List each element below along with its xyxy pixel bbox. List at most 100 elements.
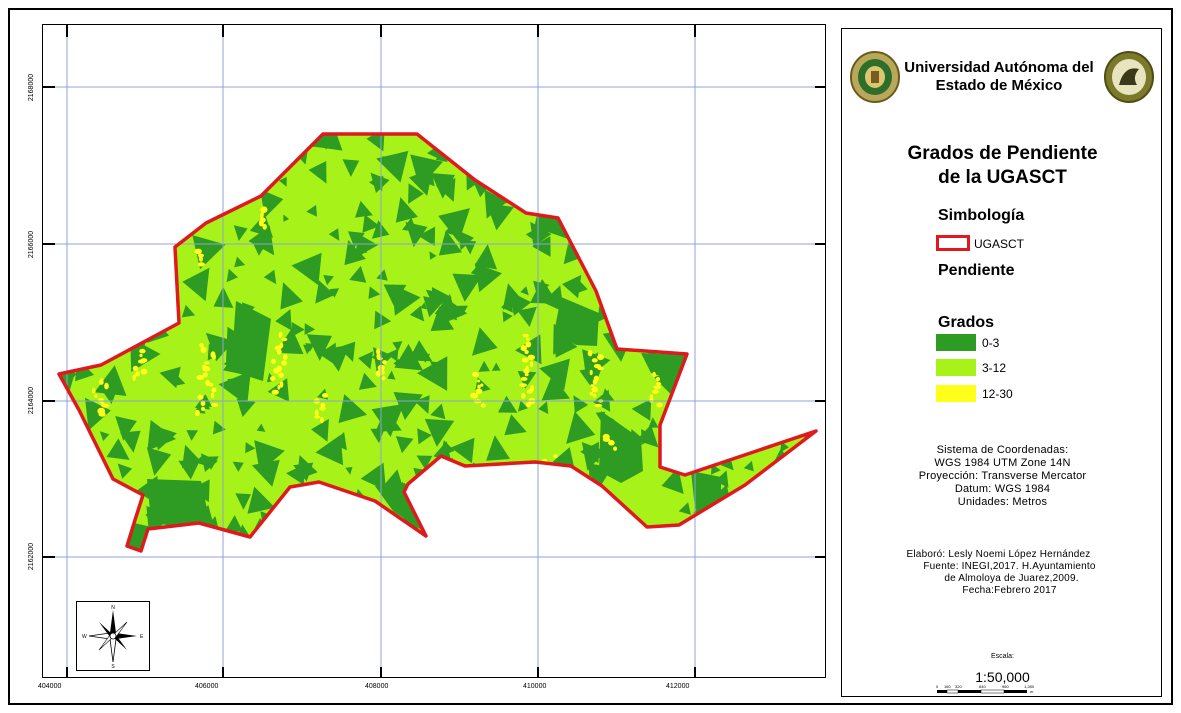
slope-patch-0-3 (527, 155, 545, 172)
slope-patch-12-30 (322, 393, 329, 398)
slope-patch-0-3 (573, 395, 589, 413)
slope-patch-0-3 (59, 243, 76, 271)
title-line-1: Grados de Pendiente (907, 143, 1098, 164)
slope-patch-0-3 (729, 315, 747, 331)
slope-patch-0-3 (142, 257, 162, 276)
slope-patch-0-3 (205, 332, 234, 362)
slope-patch-0-3 (159, 366, 181, 389)
frame-ticks (43, 25, 825, 677)
slope-patch-0-3 (61, 136, 77, 156)
slope-patch-0-3 (248, 225, 275, 256)
slope-patch-0-3 (667, 299, 675, 308)
slope-patch-0-3 (631, 399, 652, 421)
slope-12-30-patches (91, 206, 663, 464)
slope-patch-0-3 (650, 233, 659, 244)
slope-patch-0-3 (730, 406, 744, 422)
slope-patch-12-30 (652, 389, 659, 394)
slope-patch-0-3 (798, 134, 816, 161)
slope-patch-12-30 (202, 372, 208, 378)
slope-patch-0-3 (754, 484, 778, 509)
slope-patch-0-3 (63, 489, 84, 510)
slope-patch-0-3 (431, 287, 452, 310)
slope-patch-0-3 (555, 491, 568, 507)
slope-patch-0-3 (145, 217, 154, 228)
class-swatch-3-12 (936, 359, 976, 376)
slope-patch-12-30 (194, 248, 202, 255)
slope-patch-0-3 (496, 176, 511, 193)
slope-patch-12-30 (520, 376, 528, 381)
slope-patch-0-3 (715, 319, 738, 339)
slope-patch-0-3 (68, 268, 80, 281)
slope-patch-0-3 (798, 292, 816, 317)
slope-patch-0-3 (85, 397, 111, 431)
slope-patch-0-3 (528, 186, 535, 194)
uaemex-shield-logo (850, 51, 900, 103)
slope-patch-0-3 (156, 212, 175, 229)
slope-patch-0-3 (450, 437, 475, 464)
slope-patch-12-30 (375, 370, 381, 377)
slope-patch-0-3 (474, 244, 498, 270)
slope-patch-0-3 (425, 490, 441, 510)
slope-patch-0-3 (679, 186, 712, 221)
grados-heading: Grados (938, 314, 995, 331)
slope-patch-0-3 (472, 327, 498, 356)
slope-patch-0-3 (227, 378, 239, 389)
slope-patch-12-30 (276, 349, 282, 355)
slope-patch-0-3 (245, 327, 254, 337)
slope-patch-12-30 (211, 387, 217, 393)
slope-patch-0-3 (469, 150, 492, 177)
slope-patch-0-3 (226, 268, 238, 283)
slope-patch-0-3 (259, 523, 273, 541)
slope-patch-0-3 (795, 246, 816, 279)
slope-patch-0-3 (234, 256, 246, 268)
slope-patch-0-3 (164, 134, 186, 153)
slope-patch-0-3 (161, 207, 179, 226)
slope-patch-12-30 (591, 386, 599, 393)
slope-patch-12-30 (653, 385, 662, 390)
map-canvas[interactable] (43, 25, 826, 678)
slope-patch-0-3 (160, 191, 173, 203)
slope-patch-0-3 (394, 344, 424, 371)
slope-patch-12-30 (553, 454, 558, 459)
slope-patch-0-3 (581, 442, 606, 471)
slope-patch-0-3 (761, 154, 769, 162)
scale-ratio: 1:50,000 (975, 669, 1030, 685)
ugasct-boundary (57, 132, 818, 553)
slope-patch-0-3 (420, 302, 427, 310)
slope-patch-0-3 (599, 163, 610, 174)
slope-patch-12-30 (524, 349, 529, 355)
map-frame[interactable] (42, 24, 826, 678)
slope-patch-0-3 (106, 271, 118, 286)
x-tick-label: 410000 (523, 683, 547, 690)
slope-patch-0-3 (682, 193, 701, 211)
slope-patch-12-30 (470, 392, 479, 399)
y-tick-label: 2162000 (28, 542, 36, 571)
slope-patch-0-3 (549, 188, 578, 217)
slope-patch-0-3 (725, 381, 735, 393)
west-label: W (82, 634, 87, 640)
slope-patch-0-3 (117, 463, 133, 479)
slope-patch-0-3 (438, 230, 462, 256)
slope-patch-0-3 (545, 172, 554, 182)
slope-patch-0-3 (282, 545, 290, 551)
slope-patch-0-3 (374, 310, 392, 330)
slope-patch-0-3 (200, 453, 218, 472)
slope-patch-0-3 (554, 490, 566, 503)
slope-patch-0-3 (355, 200, 373, 218)
slope-patch-0-3 (94, 365, 127, 396)
slope-patch-0-3 (249, 169, 257, 179)
slope-patch-12-30 (608, 440, 615, 446)
slope-patch-0-3 (315, 280, 335, 304)
slope-patch-0-3 (618, 189, 643, 217)
slope-patch-12-30 (281, 360, 288, 366)
slope-patch-0-3 (611, 194, 621, 207)
scale-tick: 320 (955, 684, 962, 689)
slope-patch-0-3 (182, 138, 215, 173)
slope-patch-0-3 (356, 232, 378, 258)
slope-patch-0-3 (365, 505, 377, 518)
slope-patch-12-30 (314, 415, 321, 419)
slope-patch-0-3 (392, 284, 421, 316)
slope-patch-0-3 (552, 520, 575, 545)
slope-patch-0-3 (670, 214, 696, 243)
slope-patch-0-3 (115, 494, 126, 505)
